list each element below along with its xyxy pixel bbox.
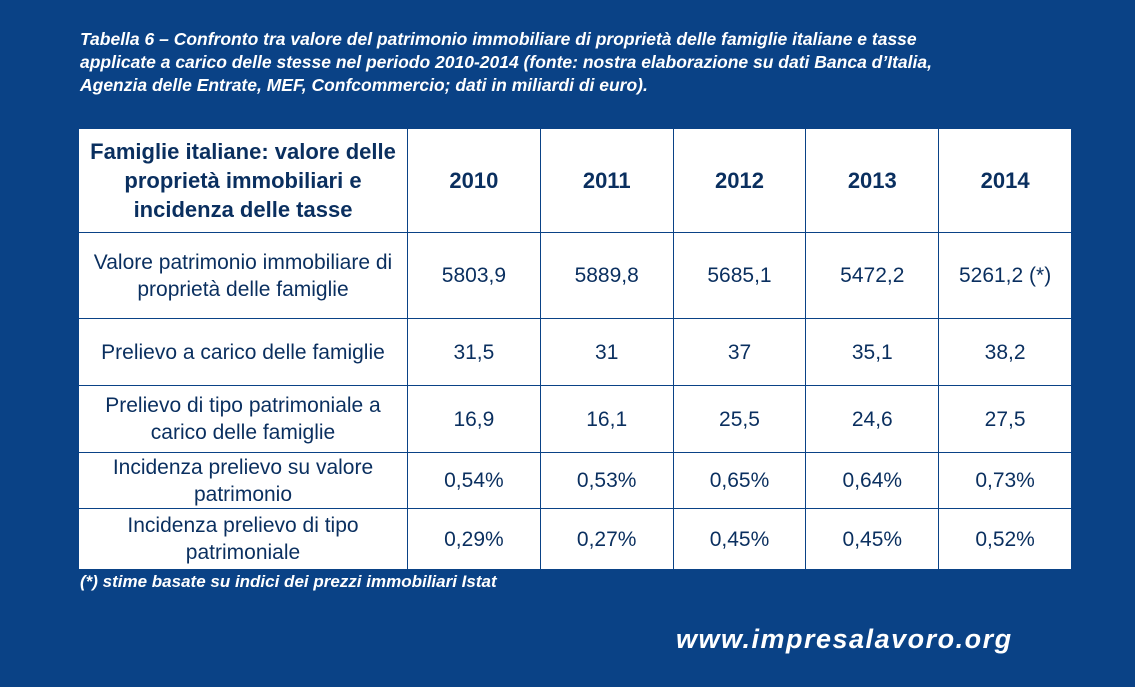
table-cell: 16,1 (539, 385, 674, 453)
table-cell: 0,29% (407, 508, 541, 570)
website-url: www.impresalavoro.org (676, 624, 1013, 654)
table-cell: 5889,8 (539, 232, 674, 319)
table-cell: 5685,1 (672, 232, 807, 319)
table-cell: 5472,2 (805, 232, 940, 319)
table-cell: 0,52% (938, 508, 1072, 570)
table-cell: 38,2 (938, 318, 1072, 386)
table-cell: 25,5 (672, 385, 807, 453)
row-label: Incidenza prelievo su valore patrimonio (78, 452, 408, 509)
table-cell: 5803,9 (407, 232, 541, 319)
data-table: Famiglie italiane: valore delle propriet… (78, 128, 1072, 570)
data-table-container: Famiglie italiane: valore delle propriet… (78, 128, 1072, 570)
table-row: Prelievo di tipo patrimoniale a carico d… (78, 385, 1072, 453)
header-year-2013: 2013 (805, 128, 940, 233)
table-cell: 35,1 (805, 318, 940, 386)
table-cell: 0,73% (938, 452, 1072, 509)
header-year-2012: 2012 (672, 128, 807, 233)
table-cell: 5261,2 (*) (938, 232, 1072, 319)
table-cell: 31,5 (407, 318, 541, 386)
table-cell: 0,64% (805, 452, 940, 509)
table-header-row: Famiglie italiane: valore delle propriet… (78, 128, 1072, 233)
row-label: Prelievo a carico delle famiglie (78, 318, 408, 386)
table-cell: 0,45% (672, 508, 807, 570)
table-cell: 16,9 (407, 385, 541, 453)
row-label: Valore patrimonio immobiliare di proprie… (78, 232, 408, 319)
header-year-2010: 2010 (407, 128, 541, 233)
table-cell: 0,65% (672, 452, 807, 509)
table-cell: 0,54% (407, 452, 541, 509)
table-cell: 0,45% (805, 508, 940, 570)
row-label: Incidenza prelievo di tipo patrimoniale (78, 508, 408, 570)
table-caption: Tabella 6 – Confronto tra valore del pat… (80, 28, 1080, 97)
header-year-2014: 2014 (938, 128, 1072, 233)
table-row: Incidenza prelievo di tipo patrimoniale … (78, 508, 1072, 570)
row-label: Prelievo di tipo patrimoniale a carico d… (78, 385, 408, 453)
header-year-2011: 2011 (539, 128, 674, 233)
table-row: Valore patrimonio immobiliare di proprie… (78, 232, 1072, 319)
table-cell: 31 (539, 318, 674, 386)
table-cell: 24,6 (805, 385, 940, 453)
caption-line-1: Tabella 6 – Confronto tra valore del pat… (80, 29, 917, 49)
table-row: Incidenza prelievo su valore patrimonio … (78, 452, 1072, 509)
table-cell: 37 (672, 318, 807, 386)
footnote: (*) stime basate su indici dei prezzi im… (80, 572, 497, 591)
caption-line-2: applicate a carico delle stesse nel peri… (80, 52, 932, 72)
header-label-cell: Famiglie italiane: valore delle propriet… (78, 128, 408, 233)
table-cell: 0,27% (539, 508, 674, 570)
caption-line-3: Agenzia delle Entrate, MEF, Confcommerci… (80, 75, 648, 95)
table-cell: 27,5 (938, 385, 1072, 453)
table-cell: 0,53% (539, 452, 674, 509)
table-row: Prelievo a carico delle famiglie 31,5 31… (78, 318, 1072, 386)
